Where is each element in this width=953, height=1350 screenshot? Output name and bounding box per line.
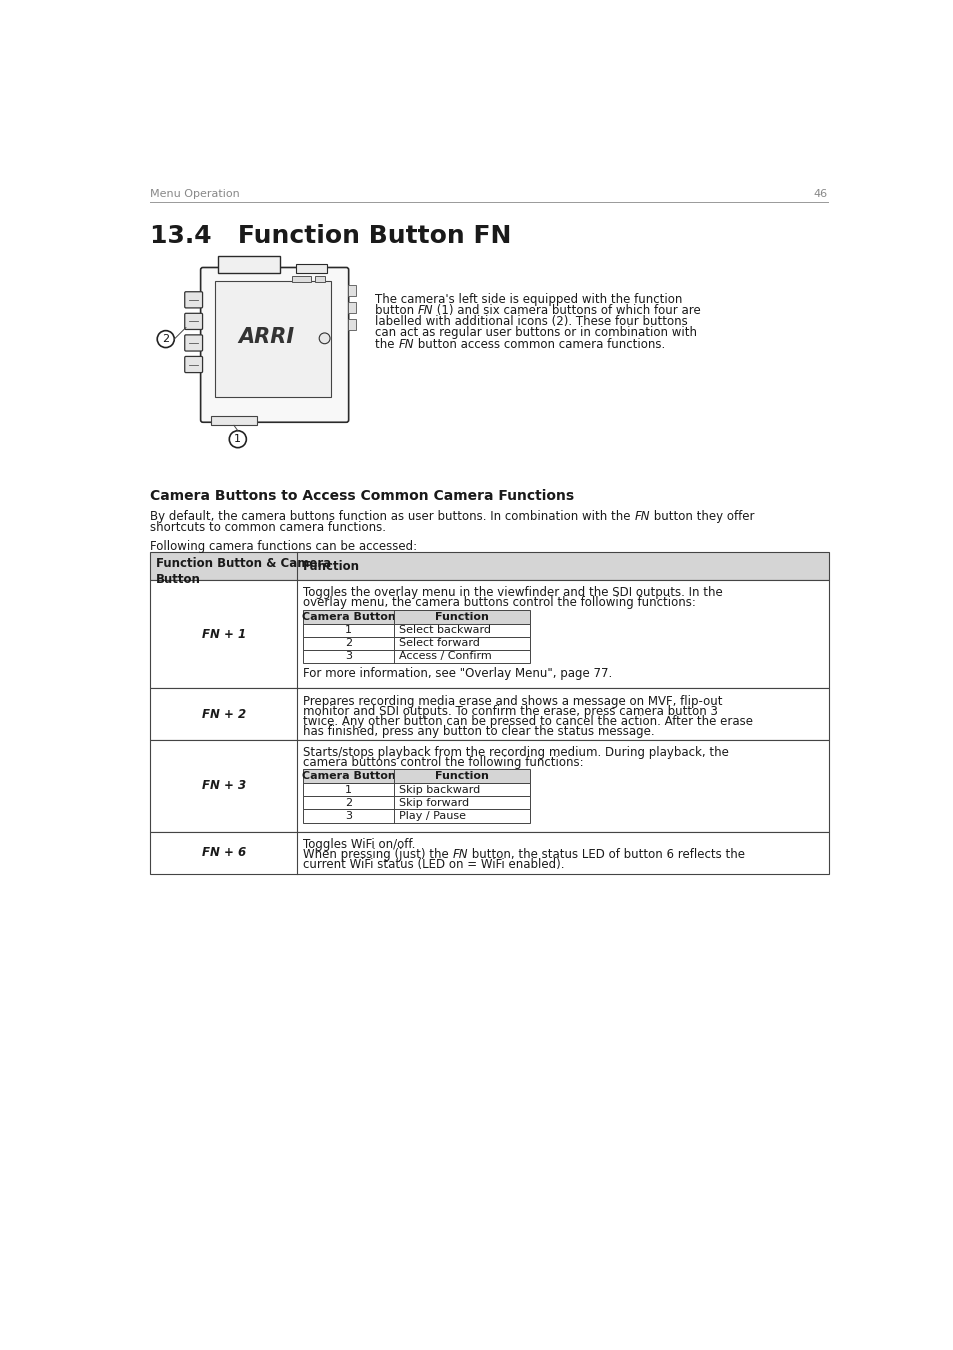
- Text: By default, the camera buttons function as user buttons. In combination with the: By default, the camera buttons function …: [150, 510, 634, 522]
- Text: overlay menu, the camera buttons control the following functions:: overlay menu, the camera buttons control…: [303, 597, 695, 609]
- Text: FN + 3: FN + 3: [202, 779, 246, 792]
- Bar: [150, 580, 828, 688]
- Bar: [303, 637, 530, 649]
- Text: Menu Operation: Menu Operation: [150, 189, 240, 200]
- Bar: [150, 552, 828, 580]
- Text: When pressing (just) the: When pressing (just) the: [303, 848, 452, 861]
- Circle shape: [319, 333, 330, 344]
- Bar: [303, 783, 530, 796]
- Text: The camera's left side is equipped with the function: The camera's left side is equipped with …: [375, 293, 681, 306]
- Text: Camera Button: Camera Button: [301, 771, 395, 782]
- FancyBboxPatch shape: [185, 335, 202, 351]
- Text: current WiFi status (LED on = WiFi enabled).: current WiFi status (LED on = WiFi enabl…: [303, 859, 564, 871]
- Text: the: the: [375, 338, 397, 351]
- Bar: [218, 256, 280, 273]
- FancyBboxPatch shape: [200, 267, 348, 423]
- Text: Camera Button: Camera Button: [301, 612, 395, 621]
- Text: FN: FN: [397, 338, 414, 351]
- Circle shape: [229, 431, 246, 448]
- Text: 2: 2: [162, 333, 169, 344]
- Bar: [150, 740, 828, 832]
- Bar: [303, 610, 530, 624]
- Text: Toggles WiFi on/off.: Toggles WiFi on/off.: [303, 838, 415, 850]
- Text: monitor and SDI outputs. To confirm the erase, press camera button 3: monitor and SDI outputs. To confirm the …: [303, 705, 717, 718]
- Text: Skip forward: Skip forward: [398, 798, 469, 807]
- Bar: [348, 302, 355, 313]
- Bar: [303, 769, 530, 783]
- Text: 1: 1: [345, 784, 352, 795]
- FancyBboxPatch shape: [185, 313, 202, 329]
- Text: Toggles the overlay menu in the viewfinder and the SDI outputs. In the: Toggles the overlay menu in the viewfind…: [303, 586, 722, 599]
- Text: Starts/stops playback from the recording medium. During playback, the: Starts/stops playback from the recording…: [303, 747, 728, 759]
- Text: Select backward: Select backward: [398, 625, 491, 634]
- Text: button: button: [375, 304, 417, 317]
- Text: twice. Any other button can be pressed to cancel the action. After the erase: twice. Any other button can be pressed t…: [303, 716, 752, 728]
- Text: Camera Buttons to Access Common Camera Functions: Camera Buttons to Access Common Camera F…: [150, 489, 574, 504]
- Circle shape: [157, 331, 174, 347]
- Bar: [303, 810, 530, 822]
- Text: 2: 2: [345, 639, 352, 648]
- Bar: [150, 832, 828, 873]
- Text: 1: 1: [234, 435, 241, 444]
- Text: button they offer: button they offer: [649, 510, 754, 522]
- Text: 3: 3: [345, 811, 352, 821]
- Text: Function: Function: [435, 612, 489, 621]
- Text: 2: 2: [345, 798, 352, 807]
- Text: camera buttons control the following functions:: camera buttons control the following fun…: [303, 756, 583, 770]
- Bar: [295, 263, 327, 273]
- Text: shortcuts to common camera functions.: shortcuts to common camera functions.: [150, 521, 386, 535]
- Text: FN + 1: FN + 1: [202, 628, 246, 641]
- Text: FN: FN: [634, 510, 649, 522]
- Text: button access common camera functions.: button access common camera functions.: [414, 338, 664, 351]
- Bar: [303, 796, 530, 810]
- Text: Function: Function: [435, 771, 489, 782]
- Text: 1: 1: [345, 625, 352, 634]
- Text: ARRI: ARRI: [238, 327, 294, 347]
- Bar: [292, 275, 311, 282]
- Bar: [214, 281, 331, 397]
- Text: 13.4   Function Button FN: 13.4 Function Button FN: [150, 224, 511, 247]
- Text: has finished, press any button to clear the status message.: has finished, press any button to clear …: [303, 725, 654, 738]
- Text: button, the status LED of button 6 reflects the: button, the status LED of button 6 refle…: [467, 848, 744, 861]
- Text: FN + 6: FN + 6: [202, 846, 246, 860]
- Text: Play / Pause: Play / Pause: [398, 811, 465, 821]
- Text: (1) and six camera buttons of which four are: (1) and six camera buttons of which four…: [433, 304, 700, 317]
- Text: Access / Confirm: Access / Confirm: [398, 651, 491, 661]
- Text: Prepares recording media erase and shows a message on MVF, flip-out: Prepares recording media erase and shows…: [303, 694, 721, 707]
- Bar: [315, 275, 324, 282]
- Bar: [303, 649, 530, 663]
- Text: FN: FN: [417, 304, 433, 317]
- Text: FN + 2: FN + 2: [202, 707, 246, 721]
- Text: can act as regular user buttons or in combination with: can act as regular user buttons or in co…: [375, 327, 697, 339]
- Bar: [150, 688, 828, 740]
- Text: 3: 3: [345, 651, 352, 661]
- FancyBboxPatch shape: [185, 356, 202, 373]
- Text: Select forward: Select forward: [398, 639, 479, 648]
- Text: FN: FN: [452, 848, 467, 861]
- Bar: [211, 416, 257, 425]
- Text: Function: Function: [303, 560, 359, 572]
- Text: Following camera functions can be accessed:: Following camera functions can be access…: [150, 540, 417, 553]
- Bar: [348, 319, 355, 329]
- Text: labelled with additional icons (2). These four buttons: labelled with additional icons (2). Thes…: [375, 316, 687, 328]
- Text: Skip backward: Skip backward: [398, 784, 479, 795]
- Bar: [348, 285, 355, 296]
- Bar: [303, 624, 530, 637]
- FancyBboxPatch shape: [185, 292, 202, 308]
- Text: For more information, see "Overlay Menu", page 77.: For more information, see "Overlay Menu"…: [303, 667, 612, 680]
- Text: 46: 46: [813, 189, 827, 200]
- Text: Function Button & Camera
Button: Function Button & Camera Button: [155, 558, 331, 586]
